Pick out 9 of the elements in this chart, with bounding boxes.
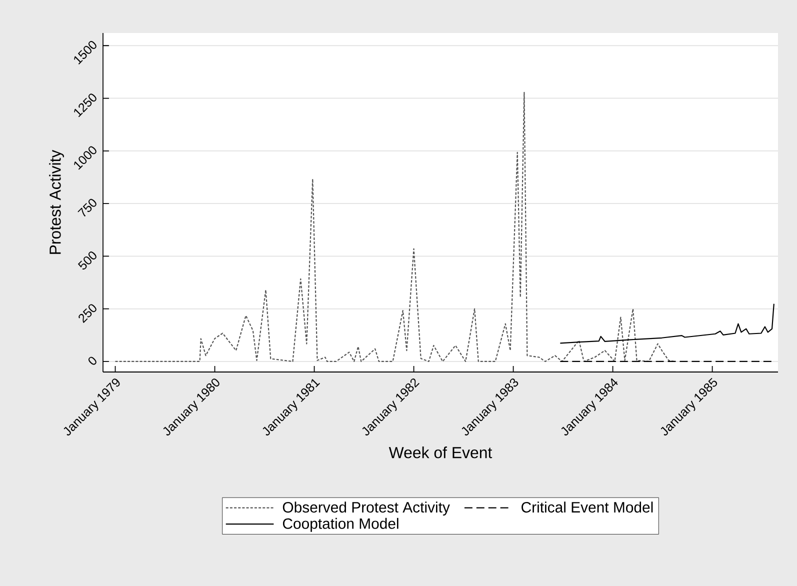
y-tick-label: 0 bbox=[88, 356, 96, 365]
y-axis-title: Protest Activity bbox=[49, 150, 64, 254]
y-tick-label: 500 bbox=[78, 252, 96, 270]
y-tick-label: 750 bbox=[78, 198, 96, 217]
legend-label: Critical Event Model bbox=[522, 502, 653, 513]
legend-label: Observed Protest Activity bbox=[282, 502, 450, 516]
x-axis-title: Week of Event bbox=[388, 446, 492, 458]
y-tick-label: 250 bbox=[78, 304, 96, 323]
legend-label: Cooptation Model bbox=[282, 518, 398, 532]
